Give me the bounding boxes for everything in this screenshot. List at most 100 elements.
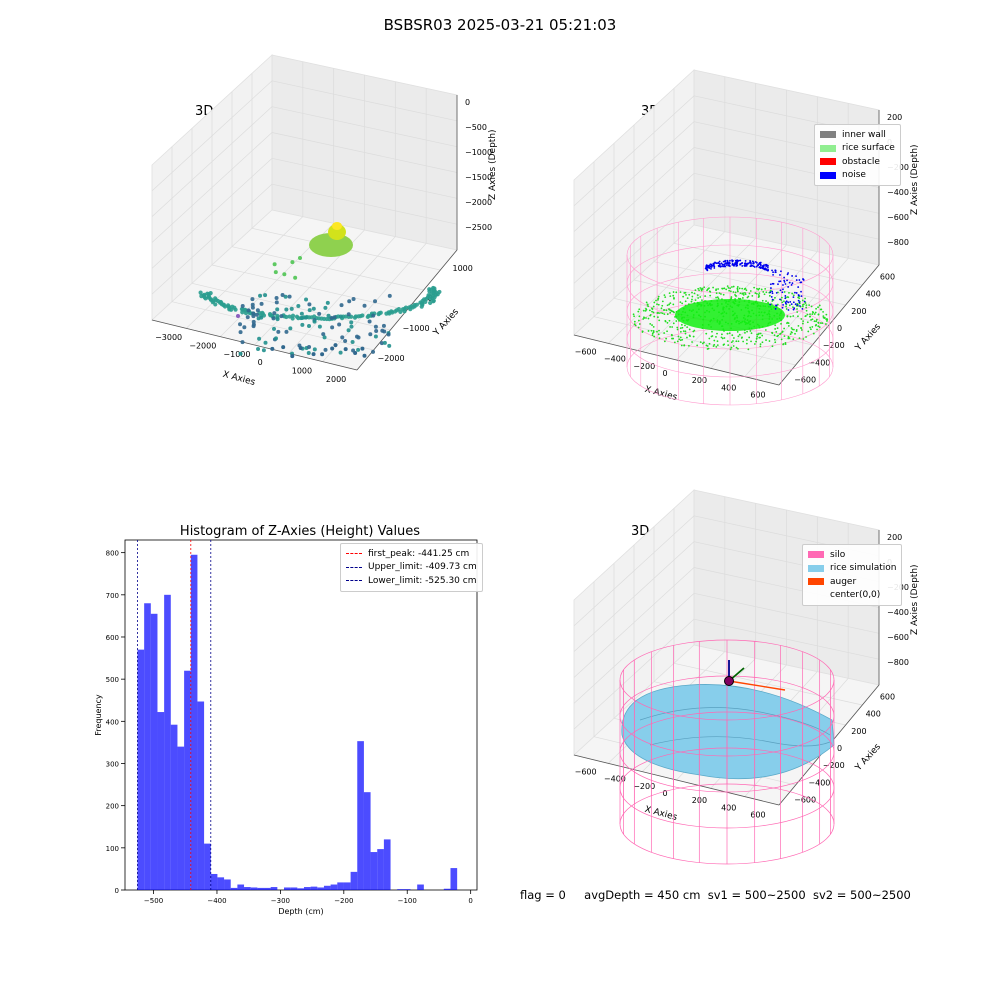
scatter-point (246, 308, 251, 313)
rice-point (788, 292, 790, 294)
legend-item: first_peak: -441.25 cm (346, 547, 477, 561)
rice-point (758, 287, 761, 290)
rice-point (650, 307, 653, 310)
legend-item: center(0,0) (808, 589, 896, 603)
rice-point (651, 310, 653, 313)
noise-point (778, 280, 780, 283)
rice-point (691, 291, 693, 294)
rice-point (759, 345, 762, 348)
x-axis-line (151, 319, 358, 371)
figure-title: BSBSR03 2025-03-21 05:21:03 (383, 16, 617, 34)
rice-point (812, 332, 815, 335)
rice-point (688, 334, 691, 337)
x-tick-label: 400 (721, 803, 736, 812)
scatter-point (298, 345, 303, 350)
noise-point (722, 263, 724, 266)
noise-point (708, 266, 711, 268)
rice-point (810, 305, 813, 308)
legend-item: Upper_limit: -409.73 cm (346, 561, 477, 575)
rice-point (801, 322, 804, 325)
scatter-point (343, 338, 348, 343)
rice-point (727, 286, 730, 289)
legend-item: noise (820, 169, 895, 183)
rice-point (742, 294, 745, 296)
scatter-point (293, 275, 298, 280)
scatter-point (326, 313, 331, 318)
scatter-point (322, 335, 327, 340)
rice-point (666, 304, 669, 307)
noise-point (725, 264, 728, 266)
rice-point (682, 330, 685, 333)
noise-point (774, 269, 777, 272)
x-tick-label: 600 (750, 810, 765, 819)
scatter-point (387, 343, 392, 348)
histogram-legend: first_peak: -441.25 cm Upper_limit: -409… (340, 543, 483, 592)
rice-point (808, 304, 811, 307)
z-tick-label: −600 (887, 213, 909, 222)
rice-point (825, 323, 827, 325)
scatter-point (225, 303, 231, 308)
rice-point (670, 309, 673, 312)
rice-point (774, 324, 777, 327)
y-tick-label: −600 (794, 375, 816, 384)
rice-point (805, 306, 808, 309)
y-tick-label: 0 (837, 324, 842, 333)
rice-point (768, 340, 771, 342)
rice-point (787, 325, 790, 327)
rice-point (735, 340, 738, 343)
noise-point (798, 301, 801, 304)
histogram-bar (357, 741, 364, 890)
x-tick-label: −400 (604, 355, 626, 364)
rice-point (813, 320, 816, 323)
noise-point (792, 301, 795, 304)
y-tick-label: 200 (851, 727, 866, 736)
rice-point (688, 328, 691, 331)
rice-point (661, 304, 664, 307)
rice-point (672, 310, 675, 313)
x-tick-label: 0 (663, 789, 668, 798)
scatter-point (332, 315, 337, 320)
rice-point (664, 319, 667, 322)
rice-point (653, 301, 656, 304)
noise-point (774, 307, 777, 310)
x-tick-label: −200 (633, 782, 655, 791)
rice-point (716, 296, 719, 299)
noise-point (759, 263, 762, 265)
legend-swatch (808, 551, 824, 559)
rice-point (716, 340, 719, 343)
scatter-point (299, 311, 304, 316)
rice-point (684, 324, 686, 327)
rice-point (786, 315, 789, 318)
scatter-point (338, 314, 343, 319)
scatter-point (362, 353, 367, 358)
noise-point (736, 264, 739, 267)
scatter-point (431, 299, 436, 304)
rice-point (710, 335, 713, 338)
rice-point (826, 318, 829, 321)
rice-point (666, 330, 668, 333)
noise-point (781, 306, 784, 309)
rice-point (755, 338, 758, 340)
scatter-point (306, 351, 311, 356)
rice-point (663, 294, 666, 297)
rice-point (666, 313, 669, 316)
rice-point (688, 344, 690, 347)
rice-point (787, 335, 790, 338)
noise-point (775, 291, 778, 294)
rice-point (732, 345, 735, 347)
floor-gridline (673, 242, 863, 286)
rice-point (810, 319, 812, 321)
z-tick-label: −800 (887, 238, 909, 247)
noise-point (717, 262, 720, 264)
scatter-point (274, 296, 279, 301)
rice-point (698, 289, 700, 292)
scatter-point (289, 306, 294, 311)
rice-point (701, 288, 704, 290)
rice-point (715, 335, 717, 338)
rice-point (668, 292, 671, 295)
rice-point (650, 329, 653, 332)
scatter-point (251, 322, 256, 327)
y-tick-label: −2000 (378, 354, 405, 363)
y-axis-line (778, 264, 880, 386)
rice-point (723, 337, 726, 339)
